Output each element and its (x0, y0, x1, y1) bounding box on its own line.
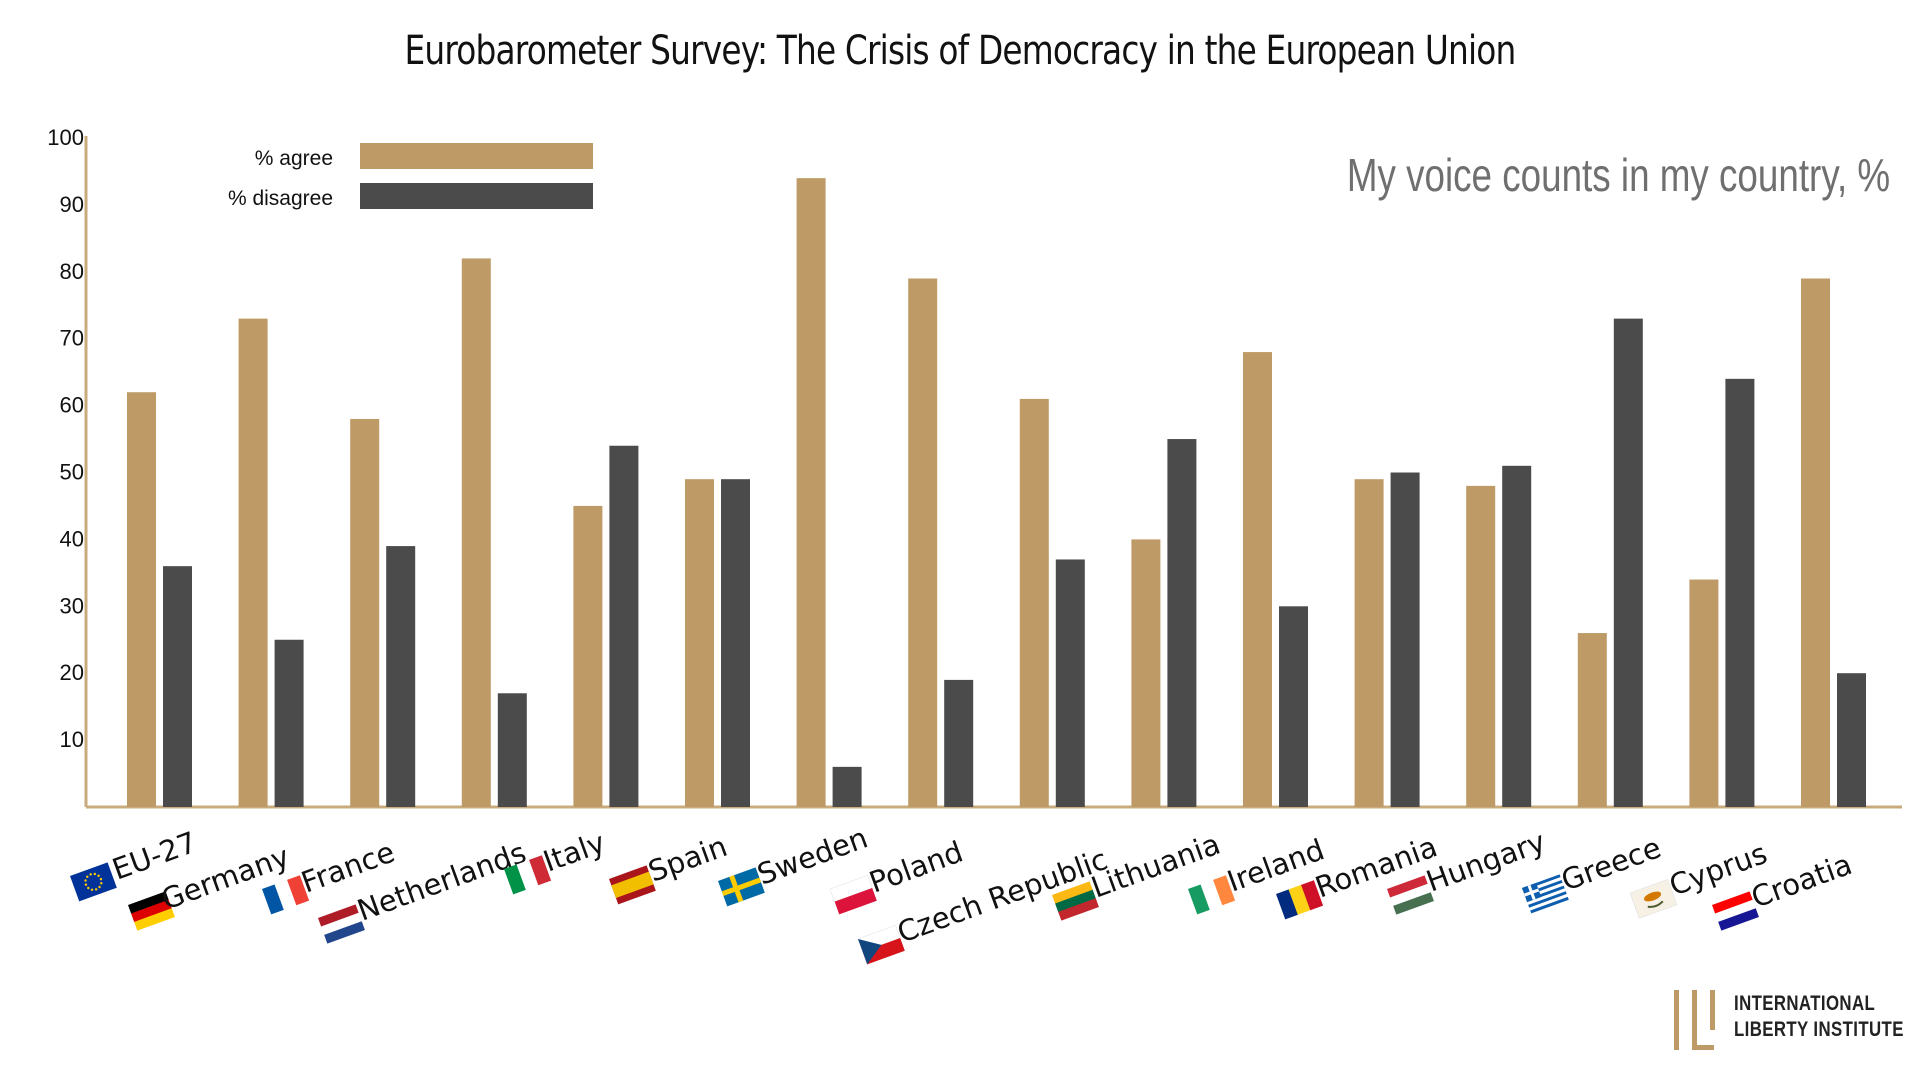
bar-agree-14 (1689, 579, 1719, 807)
logo: INTERNATIONAL LIBERTY INSTITUTE (1672, 986, 1903, 1052)
category-flag (70, 862, 117, 902)
category-flag (1712, 891, 1759, 931)
y-tick-label: 50 (60, 460, 84, 485)
bar-disagree-14 (1725, 378, 1755, 807)
bar-disagree-6 (832, 766, 862, 807)
category-flag (1629, 878, 1678, 919)
legend-label-disagree: % disagree (228, 187, 333, 210)
bar-disagree-5 (721, 479, 750, 807)
bar-agree-7 (908, 278, 938, 807)
legend-label-agree: % agree (255, 147, 333, 170)
france-flag-icon (262, 875, 310, 915)
logo-text-line1: INTERNATIONAL (1734, 992, 1876, 1015)
bar-agree-6 (796, 178, 826, 807)
bar-agree-8 (1019, 398, 1049, 807)
y-tick-label: 80 (60, 259, 84, 284)
category-label: Poland (865, 835, 968, 900)
y-tick-label: 70 (60, 326, 84, 351)
ili-logo-icon (1674, 990, 1715, 1050)
croatia-flag-icon (1712, 891, 1759, 931)
bar-agree-4 (573, 505, 603, 807)
bar-agree-3 (461, 258, 491, 807)
bar-disagree-12 (1502, 465, 1532, 807)
bar-disagree-0 (163, 566, 192, 807)
bar-disagree-15 (1837, 673, 1866, 807)
bar-disagree-11 (1390, 472, 1420, 807)
bar-disagree-1 (274, 639, 304, 807)
ireland-flag-icon (1188, 875, 1236, 915)
lithuania-flag-icon (1052, 881, 1099, 921)
poland-flag-icon (829, 874, 877, 915)
category-flag (1188, 875, 1236, 915)
legend-swatch-disagree (360, 183, 593, 209)
category-flag (1522, 874, 1569, 914)
category-label: Italy (539, 825, 610, 878)
bar-disagree-2 (386, 546, 416, 807)
bar-agree-10 (1243, 352, 1272, 807)
czech-flag-icon (857, 924, 905, 965)
y-tick-label: 60 (60, 393, 84, 418)
romania-flag-icon (1276, 880, 1324, 920)
chart-subtitle: My voice counts in my country, % (1346, 149, 1890, 201)
bar-disagree-8 (1055, 559, 1085, 807)
legend-swatch-agree (360, 143, 593, 169)
category-flag (1052, 881, 1099, 921)
category-flag (262, 875, 310, 915)
spain-flag-icon (609, 865, 656, 905)
category-flag (718, 867, 765, 907)
sweden-flag-icon (718, 867, 765, 907)
netherlands-flag-icon (318, 904, 365, 944)
bar-agree-11 (1354, 479, 1384, 807)
bar-disagree-4 (609, 445, 639, 807)
bar-agree-2 (350, 418, 380, 807)
bar-disagree-13 (1613, 318, 1643, 807)
y-tick-label: 90 (60, 192, 84, 217)
category-flag (1276, 880, 1324, 920)
bar-disagree-10 (1279, 606, 1308, 807)
category-flag (829, 874, 877, 915)
y-tick-label: 10 (60, 727, 84, 752)
category-flag (857, 924, 905, 965)
bar-agree-5 (685, 479, 714, 807)
chart-title: Eurobarometer Survey: The Crisis of Demo… (404, 28, 1516, 74)
bar-agree-15 (1801, 278, 1830, 807)
category-flag (318, 904, 365, 944)
y-tick-label: 100 (47, 125, 84, 150)
bar-disagree-7 (944, 679, 974, 807)
bar-disagree-9 (1167, 439, 1197, 807)
italy-flag-icon (503, 855, 552, 895)
category-flag (1387, 875, 1434, 915)
bar-agree-13 (1577, 633, 1607, 807)
bar-disagree-3 (497, 693, 527, 807)
logo-text-line2: LIBERTY INSTITUTE (1734, 1018, 1904, 1041)
eu-flag-icon (70, 862, 117, 902)
category-flag (609, 865, 656, 905)
category-label: Spain (644, 829, 732, 889)
bar-agree-0 (127, 392, 156, 807)
greece-flag-icon (1522, 874, 1569, 914)
y-tick-label: 40 (60, 526, 84, 551)
bar-agree-1 (238, 318, 268, 807)
category-flag (503, 855, 552, 895)
y-tick-label: 30 (60, 593, 84, 618)
germany-flag-icon (128, 891, 175, 931)
bar-agree-9 (1131, 539, 1161, 807)
bar-agree-12 (1466, 485, 1496, 807)
hungary-flag-icon (1387, 875, 1434, 915)
cyprus-flag-icon (1629, 878, 1678, 919)
y-tick-label: 20 (60, 660, 84, 685)
category-flag (128, 891, 175, 931)
